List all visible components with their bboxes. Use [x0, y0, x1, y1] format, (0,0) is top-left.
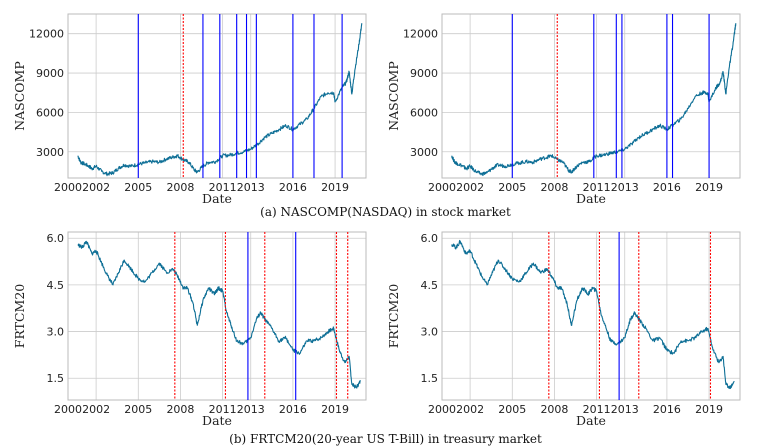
caption-a: (a) NASCOMP(NASDAQ) in stock market: [260, 205, 511, 219]
x-tick-label: 2016: [279, 181, 307, 194]
y-tick-label: 9000: [410, 67, 438, 80]
x-tick-label: 2019: [695, 403, 723, 416]
y-tick-label: 12000: [403, 28, 438, 41]
x-axis-label: Date: [576, 191, 606, 206]
x-tick-label: 2002: [82, 181, 110, 194]
x-tick-label: 2008: [166, 181, 194, 194]
x-tick-label: 2011: [209, 403, 237, 416]
plot-frame: [441, 13, 741, 179]
y-tick-label: 9000: [36, 67, 64, 80]
x-tick-label: 2013: [611, 403, 639, 416]
x-tick-label: 2005: [498, 403, 526, 416]
x-tick-label: 2002: [456, 403, 484, 416]
x-tick-label: 2000: [428, 181, 456, 194]
x-tick-label: 2000: [428, 403, 456, 416]
y-tick-label: 6.0: [47, 232, 65, 245]
y-axis-label: NASCOMP: [386, 61, 401, 131]
chart-panel-4: 2000 2002 2005 2008 2011 2013 2016 2019 1.5 3.0 4.…: [386, 231, 741, 428]
x-tick-label: 2016: [279, 403, 307, 416]
x-axis-label: Date: [202, 413, 232, 428]
plot-frame: [441, 231, 741, 401]
x-tick-label: 2019: [695, 181, 723, 194]
series-line-NASCOMP: [77, 23, 363, 177]
x-tick-label: 2005: [124, 403, 152, 416]
y-tick-label: 6000: [410, 106, 438, 119]
y-tick-label: 1.5: [47, 372, 65, 385]
x-tick-label: 2013: [237, 403, 265, 416]
caption-b: (b) FRTCM20(20-year US T-Bill) in treasu…: [229, 432, 542, 446]
plot-frame: [67, 13, 367, 179]
x-tick-label: 2011: [209, 181, 237, 194]
x-tick-label: 2016: [653, 403, 681, 416]
y-tick-label: 6.0: [421, 232, 439, 245]
plot-frame: [67, 231, 367, 401]
y-tick-label: 3000: [410, 146, 438, 159]
y-tick-label: 6000: [36, 106, 64, 119]
x-tick-label: 2013: [611, 181, 639, 194]
x-tick-label: 2019: [321, 181, 349, 194]
y-tick-label: 12000: [29, 28, 64, 41]
x-tick-label: 2002: [82, 403, 110, 416]
x-tick-label: 2016: [653, 181, 681, 194]
chart-panel-2: 2000 2002 2005 2008 2011 2013 2016 2019 3000 6000…: [386, 13, 741, 206]
y-tick-label: 3.0: [47, 326, 65, 339]
y-tick-label: 4.5: [47, 279, 65, 292]
chart-panel-3: 2000 2002 2005 2008 2011 2013 2016 2019 1.5 3.0 4.…: [12, 231, 367, 428]
x-tick-label: 2005: [498, 181, 526, 194]
y-tick-label: 3.0: [421, 326, 439, 339]
x-tick-label: 2002: [456, 181, 484, 194]
x-tick-label: 2008: [540, 181, 568, 194]
x-tick-label: 2005: [124, 181, 152, 194]
series-line-FRTCM20: [77, 240, 361, 389]
x-axis-label: Date: [202, 191, 232, 206]
y-axis-label: NASCOMP: [12, 61, 27, 131]
x-tick-label: 2011: [583, 181, 611, 194]
y-tick-label: 1.5: [421, 372, 439, 385]
x-axis-label: Date: [576, 413, 606, 428]
y-axis-label: FRTCM20: [386, 284, 401, 349]
series-line-NASCOMP: [451, 23, 737, 177]
x-tick-label: 2013: [237, 181, 265, 194]
x-tick-label: 2008: [540, 403, 568, 416]
x-tick-label: 2000: [54, 181, 82, 194]
x-tick-label: 2008: [166, 403, 194, 416]
x-tick-label: 2019: [321, 403, 349, 416]
x-tick-label: 2000: [54, 403, 82, 416]
y-axis-label: FRTCM20: [12, 284, 27, 349]
chart-panel-1: 2000 2002 2005 2008 2011 2013 2016 2019 3000 6000…: [12, 13, 367, 206]
y-tick-label: 4.5: [421, 279, 439, 292]
y-tick-label: 3000: [36, 146, 64, 159]
x-tick-label: 2011: [583, 403, 611, 416]
series-line-FRTCM20: [451, 239, 735, 390]
